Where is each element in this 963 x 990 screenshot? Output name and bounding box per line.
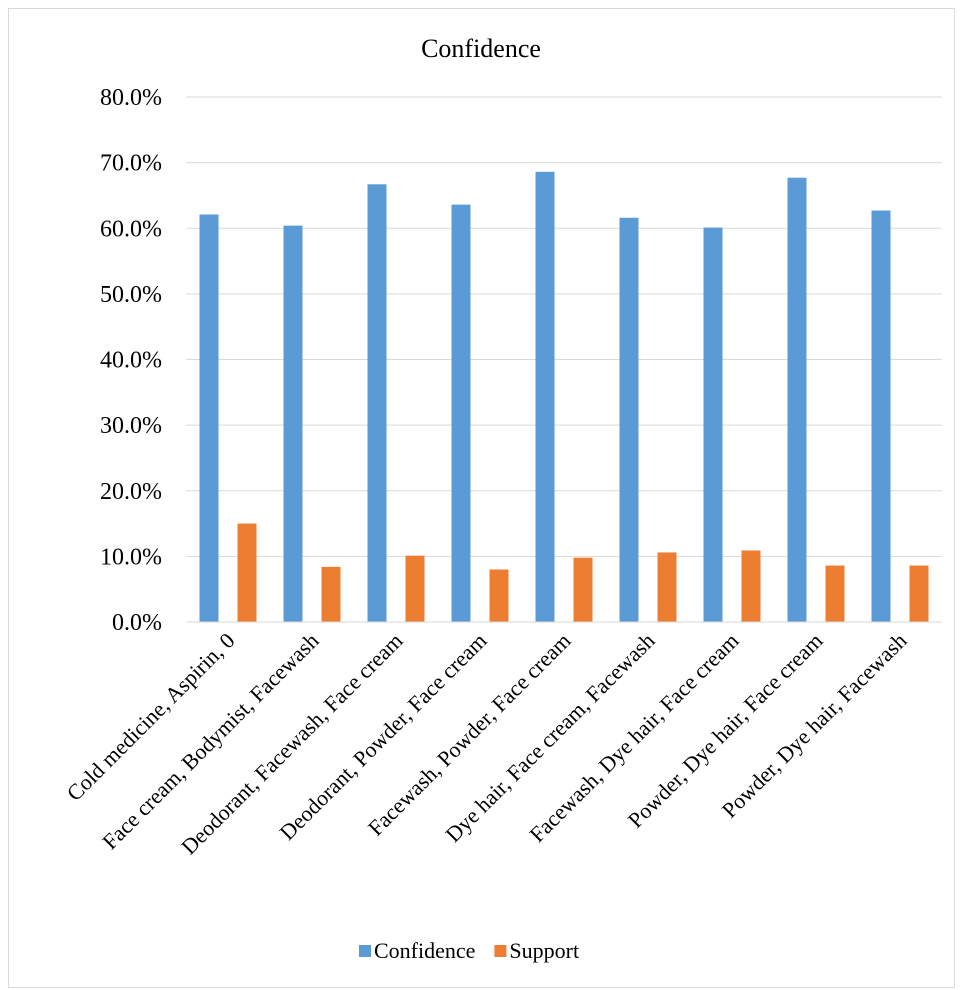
bar-support [825, 565, 845, 622]
y-tick-label: 70.0% [100, 151, 162, 177]
y-tick-label: 60.0% [100, 216, 162, 242]
bar-confidence [703, 227, 723, 622]
bars [199, 171, 929, 622]
bar-support [657, 552, 677, 622]
y-tick-label: 0.0% [112, 610, 162, 636]
bar-support [489, 569, 509, 622]
bar-confidence [451, 204, 471, 622]
legend-swatch-confidence [359, 945, 371, 957]
bar-support [321, 566, 341, 622]
legend: Confidence Support [359, 938, 579, 963]
bar-support [573, 557, 593, 622]
y-tick-label: 40.0% [100, 348, 162, 374]
bar-confidence [787, 177, 807, 622]
bar-support [741, 550, 761, 622]
y-tick-label: 50.0% [100, 282, 162, 308]
bar-confidence [199, 214, 219, 622]
legend-label-support: Support [509, 938, 579, 963]
bar-confidence [871, 210, 891, 622]
bar-confidence [535, 171, 555, 622]
legend-label-confidence: Confidence [374, 938, 475, 963]
bar-support [909, 565, 929, 622]
y-tick-label: 10.0% [100, 544, 162, 570]
bar-support [405, 555, 425, 622]
bar-confidence [283, 225, 303, 622]
y-tick-label: 20.0% [100, 479, 162, 505]
gridlines [186, 96, 942, 557]
y-tick-label: 80.0% [100, 85, 162, 111]
bar-support [237, 523, 257, 622]
chart-title: Confidence [421, 34, 541, 63]
y-axis-tick-labels: 0.0% 10.0% 20.0% 30.0% 40.0% 50.0% 60.0% 70.0% 8… [100, 85, 162, 636]
bar-confidence [619, 217, 639, 622]
legend-swatch-support [494, 945, 507, 957]
bar-confidence [367, 184, 387, 622]
y-tick-label: 30.0% [100, 413, 162, 439]
x-tick-label: Cold medicine, Aspirin, 0 [62, 628, 240, 806]
